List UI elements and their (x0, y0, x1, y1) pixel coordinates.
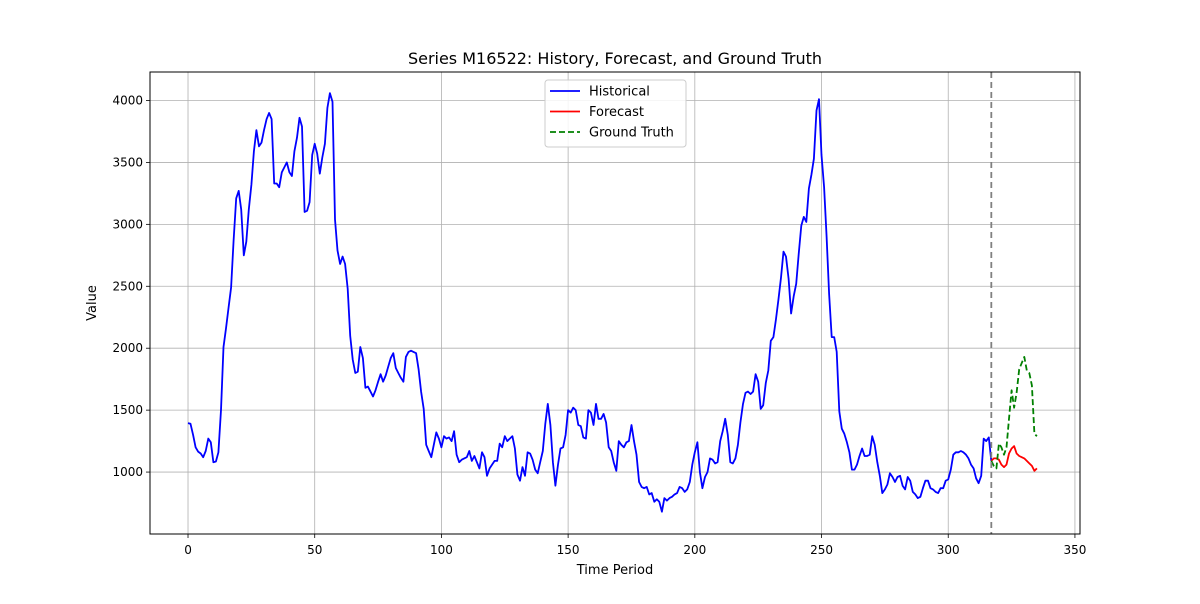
x-axis-label: Time Period (576, 563, 653, 578)
x-tick-label: 300 (937, 543, 960, 557)
y-tick-label: 4000 (112, 93, 143, 107)
y-tick-label: 2000 (112, 341, 143, 355)
chart-title: Series M16522: History, Forecast, and Gr… (408, 49, 822, 68)
x-tick-label: 150 (557, 543, 580, 557)
legend-label: Ground Truth (589, 126, 674, 141)
x-tick-label: 350 (1063, 543, 1086, 557)
y-tick-label: 1000 (112, 465, 143, 479)
forecast-line (990, 445, 1038, 472)
x-tick-label: 200 (683, 543, 706, 557)
x-axis-ticks: 0 50 100 150 200 250 300 350 (184, 534, 1086, 557)
ground-truth-line (990, 356, 1038, 470)
x-tick-label: 50 (307, 543, 322, 557)
y-tick-label: 1500 (112, 403, 143, 417)
legend: Historical Forecast Ground Truth (544, 79, 687, 148)
legend-box (544, 79, 687, 148)
x-tick-label: 0 (184, 543, 192, 557)
x-tick-label: 250 (810, 543, 833, 557)
x-tick-label: 100 (430, 543, 453, 557)
y-axis-label: Value (85, 285, 100, 321)
y-axis-ticks: 1000 1500 2000 2500 3000 3500 4000 (112, 93, 150, 479)
legend-label: Historical (589, 85, 650, 100)
series-lines (187, 92, 1038, 513)
legend-label: Forecast (589, 105, 644, 120)
y-tick-label: 2500 (112, 279, 143, 293)
historical-line (187, 92, 993, 513)
plot-frame (149, 71, 1081, 535)
y-tick-label: 3000 (112, 217, 143, 231)
y-tick-label: 3500 (112, 155, 143, 169)
